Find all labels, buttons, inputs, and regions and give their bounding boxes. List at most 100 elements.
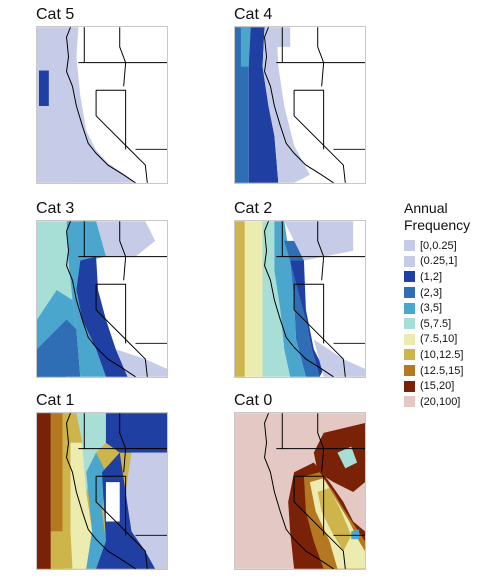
frequency-region [235,221,245,377]
legend-item: (5,7.5] [404,316,480,332]
frequency-region [290,260,324,377]
legend-item: (7.5,10] [404,332,480,348]
legend-item: (20,100] [404,394,480,410]
panel-cat-1: Cat 1 [36,392,168,570]
frequency-region [105,413,167,453]
frequency-region [76,413,106,492]
coastline [66,221,136,377]
frequency-region [37,413,51,569]
panel-title: Cat 1 [36,392,75,409]
frequency-region [337,446,358,469]
state-border [95,90,148,183]
legend-item: (1,2] [404,269,480,285]
frequency-region [284,240,320,377]
frequency-region [284,221,354,261]
legend-item: [0,0.25] [404,238,480,254]
map-cat-3 [36,220,168,378]
panel-title: Cat 4 [234,6,273,23]
legend-label: [0,0.25] [420,239,457,252]
frequency-region [262,221,291,377]
state-border [293,476,346,569]
frequency-region [248,27,279,183]
map-cat-0 [234,412,366,570]
legend-swatch [404,302,415,314]
state-border [294,89,325,150]
panel-cat-4: Cat 4 [234,6,366,184]
panel-title: Cat 3 [36,200,75,217]
legend-swatch [404,255,415,267]
map-cat-2 [234,220,366,378]
coastline [264,27,334,183]
legend-label: (2,3] [420,286,443,299]
frequency-region [313,423,365,492]
legend-swatch [404,240,415,252]
legend-label: (3,5] [420,302,443,315]
legend-item: (10,12.5] [404,347,480,363]
frequency-region [240,27,251,67]
legend: Annual Frequency [0,0.25] (0.25,1] (1,2] (2… [404,200,480,410]
state-border [95,284,148,377]
legend-list: [0,0.25] (0.25,1] (1,2] (2,3] (3,5] (5,7.5] (7… [404,238,480,410]
panel-cat-5: Cat 5 [36,6,168,184]
panel-title: Cat 5 [36,6,75,23]
legend-swatch [404,318,415,330]
map-cat-1 [36,412,168,570]
frequency-region [125,452,167,569]
legend-item: (0.25,1] [404,254,480,270]
frequency-region [244,221,263,377]
state-border [119,221,127,281]
legend-swatch [404,380,415,392]
panel-title: Cat 2 [234,200,273,217]
legend-label: (12.5,15] [420,364,464,377]
coastline [66,27,136,183]
state-border [294,475,325,536]
frequency-region [313,339,365,377]
map-cat-4 [234,26,366,184]
legend-label: (7.5,10] [420,333,458,346]
legend-item: (3,5] [404,300,480,316]
legend-item: (12.5,15] [404,363,480,379]
frequency-region [50,413,77,569]
frequency-region [50,413,63,532]
panel-cat-3: Cat 3 [36,200,168,378]
state-border [317,27,325,87]
legend-item: (15,20] [404,378,480,394]
frequency-region [96,221,156,257]
state-border [317,413,325,473]
legend-swatch [404,271,415,283]
legend-swatch [404,333,415,345]
coastline [264,221,334,377]
legend-label: (0.25,1] [420,255,458,268]
state-border [119,413,127,473]
state-border [294,283,325,344]
frequency-region [105,482,120,522]
state-border [119,27,127,87]
frequency-region [351,529,360,540]
panel-title: Cat 0 [234,392,273,409]
frequency-region [86,452,106,569]
legend-label: (1,2] [420,270,443,283]
state-border [96,475,127,536]
state-border [95,476,148,569]
state-border [317,221,325,281]
coastline [264,413,334,569]
frequency-region [76,256,128,377]
state-border [293,284,346,377]
frequency-region [262,27,310,183]
panel-cat-0: Cat 0 [234,392,366,570]
state-border [96,283,127,344]
coastline [66,413,136,569]
frequency-region [115,349,167,377]
legend-swatch [404,396,415,408]
frequency-region [274,221,306,377]
legend-label: (20,100] [420,395,461,408]
legend-label: (10,12.5] [420,348,464,361]
coastal-frequency-region [70,27,136,183]
legend-title-line2: Frequency [404,217,471,233]
legend-swatch [404,287,415,299]
legend-title-line1: Annual [404,200,448,216]
legend-swatch [404,365,415,377]
legend-label: (5,7.5] [420,317,452,330]
state-border [293,90,346,183]
panel-cat-2: Cat 2 [234,200,366,378]
